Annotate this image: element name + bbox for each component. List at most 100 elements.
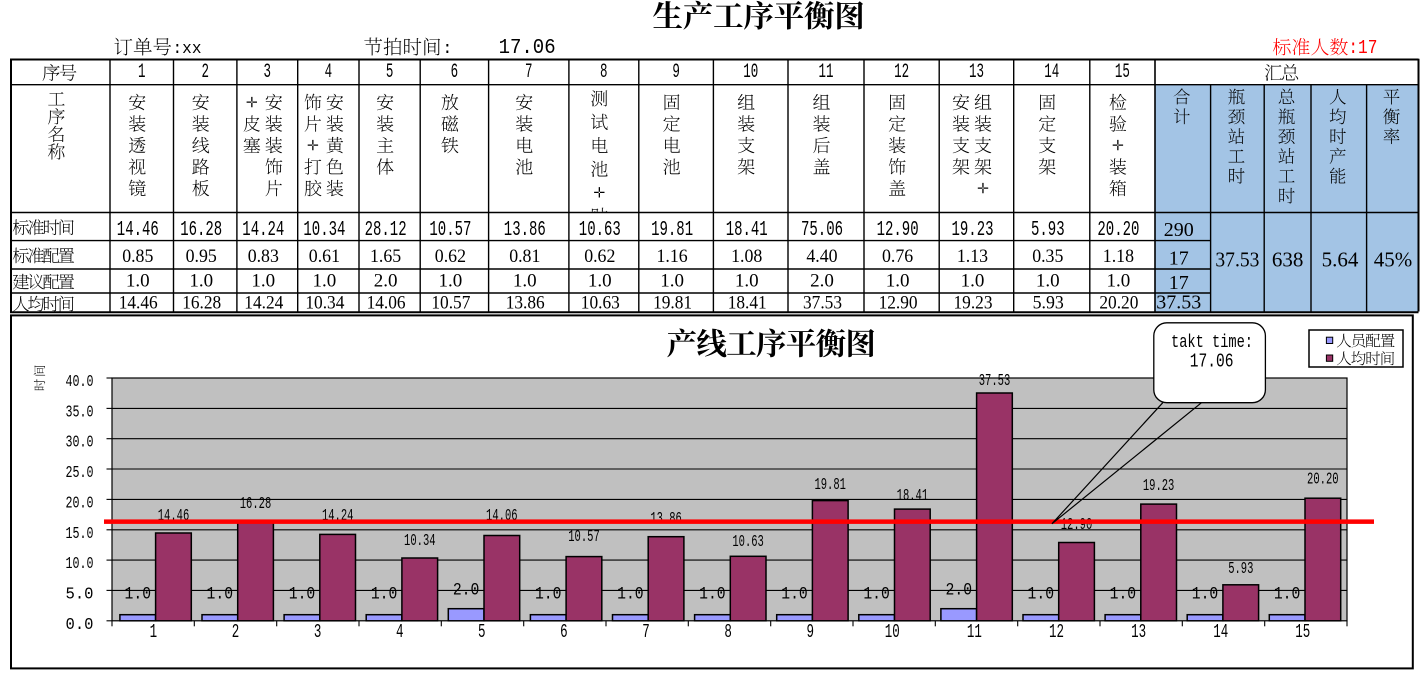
svg-text:10.34: 10.34 [303, 218, 345, 242]
svg-text:5.0: 5.0 [66, 585, 94, 604]
svg-text:12: 12 [894, 61, 909, 84]
svg-text:1.0: 1.0 [735, 271, 759, 292]
svg-text:4.40: 4.40 [806, 246, 837, 267]
svg-text:9: 9 [806, 621, 814, 643]
svg-text:1.0: 1.0 [1110, 585, 1137, 605]
svg-text:13: 13 [1131, 621, 1146, 643]
svg-text:11: 11 [819, 61, 834, 84]
svg-text:0.95: 0.95 [186, 246, 217, 267]
svg-text:18.41: 18.41 [728, 293, 767, 314]
svg-text:1.0: 1.0 [660, 271, 684, 292]
svg-text:2.0: 2.0 [374, 271, 398, 292]
svg-text:1.0: 1.0 [1036, 271, 1060, 292]
svg-text:17.06: 17.06 [499, 37, 556, 60]
svg-text:1.0: 1.0 [1028, 585, 1055, 605]
svg-text:1.0: 1.0 [535, 585, 562, 605]
svg-text:8: 8 [600, 61, 608, 84]
svg-text:1.18: 1.18 [1103, 246, 1134, 267]
svg-text:10.57: 10.57 [568, 528, 600, 547]
svg-text:1.0: 1.0 [1192, 585, 1219, 605]
svg-text:1.0: 1.0 [863, 585, 890, 605]
svg-text:10: 10 [885, 621, 900, 643]
svg-text:2.0: 2.0 [810, 271, 834, 292]
svg-text:12.90: 12.90 [877, 218, 919, 242]
svg-text:1.16: 1.16 [657, 246, 688, 267]
svg-text:6: 6 [451, 61, 459, 84]
svg-text:7: 7 [525, 61, 533, 84]
svg-text:4: 4 [325, 61, 333, 84]
svg-text:10.63: 10.63 [579, 218, 621, 242]
svg-text:0.81: 0.81 [509, 246, 540, 267]
svg-text:37.53: 37.53 [979, 372, 1011, 391]
svg-text:18.41: 18.41 [726, 218, 768, 242]
svg-text:17: 17 [1169, 248, 1189, 270]
svg-text:19.81: 19.81 [653, 293, 692, 314]
svg-text:1.0: 1.0 [781, 585, 808, 605]
svg-text:10.34: 10.34 [305, 293, 344, 314]
svg-text:1.0: 1.0 [588, 271, 612, 292]
svg-text:30.0: 30.0 [66, 434, 94, 453]
svg-text:15.0: 15.0 [66, 525, 94, 544]
svg-text:290: 290 [1164, 219, 1194, 241]
svg-text:1.0: 1.0 [886, 271, 910, 292]
svg-text:1: 1 [138, 61, 146, 84]
svg-text:5.93: 5.93 [1033, 293, 1064, 314]
svg-text:0.83: 0.83 [248, 246, 279, 267]
svg-text:1.0: 1.0 [207, 585, 234, 605]
svg-text:2: 2 [232, 621, 240, 643]
svg-text:10.57: 10.57 [431, 293, 470, 314]
svg-text:5: 5 [478, 621, 486, 643]
svg-text:1.0: 1.0 [189, 271, 213, 292]
svg-text:15: 15 [1295, 621, 1310, 643]
svg-text:13.86: 13.86 [506, 293, 545, 314]
svg-text:25.0: 25.0 [66, 464, 94, 483]
svg-text:1.0: 1.0 [617, 585, 644, 605]
svg-text:75.06: 75.06 [801, 218, 843, 242]
svg-text:0.62: 0.62 [435, 246, 466, 267]
svg-text:1.0: 1.0 [251, 271, 275, 292]
svg-text:5: 5 [386, 61, 394, 84]
svg-text:2.0: 2.0 [453, 581, 480, 601]
svg-text:7: 7 [642, 621, 650, 643]
svg-text:5.64: 5.64 [1322, 248, 1359, 272]
svg-text:14.46: 14.46 [119, 293, 158, 314]
svg-text:14.06: 14.06 [367, 293, 406, 314]
svg-text:1.0: 1.0 [513, 271, 537, 292]
svg-text:3: 3 [264, 61, 272, 84]
svg-text:19.81: 19.81 [651, 218, 693, 242]
svg-text:28.12: 28.12 [365, 218, 407, 242]
svg-text::xx: :xx [173, 39, 202, 58]
svg-text:1.0: 1.0 [126, 271, 150, 292]
svg-text:19.23: 19.23 [952, 218, 994, 242]
svg-text:1.65: 1.65 [370, 246, 401, 267]
svg-text:15: 15 [1115, 61, 1130, 84]
svg-text:1.13: 1.13 [957, 246, 988, 267]
svg-text:0.61: 0.61 [309, 246, 340, 267]
svg-text:5.93: 5.93 [1031, 218, 1065, 242]
svg-text:1.0: 1.0 [289, 585, 316, 605]
svg-text:6: 6 [560, 621, 568, 643]
svg-text:12.90: 12.90 [1061, 516, 1093, 535]
svg-text:37.53: 37.53 [803, 293, 842, 314]
svg-text:1.0: 1.0 [699, 585, 726, 605]
svg-text:12: 12 [1049, 621, 1064, 643]
svg-text:14.46: 14.46 [117, 218, 159, 242]
svg-text:1.0: 1.0 [961, 271, 985, 292]
svg-text:16.28: 16.28 [240, 495, 272, 514]
svg-text:10.63: 10.63 [732, 533, 764, 552]
svg-text:0.35: 0.35 [1032, 246, 1063, 267]
svg-text:1.0: 1.0 [1107, 271, 1131, 292]
svg-text:16.28: 16.28 [180, 218, 222, 242]
svg-text:19.23: 19.23 [1143, 477, 1175, 496]
svg-text:14.24: 14.24 [244, 293, 283, 314]
svg-text:1: 1 [150, 621, 158, 643]
svg-text:10.0: 10.0 [66, 555, 94, 574]
svg-text:40.0: 40.0 [66, 373, 94, 392]
svg-text:20.20: 20.20 [1099, 293, 1138, 314]
svg-text:37.53: 37.53 [1215, 248, 1259, 272]
svg-text:17.06: 17.06 [1190, 351, 1234, 373]
svg-text:8: 8 [724, 621, 732, 643]
svg-text:35.0: 35.0 [66, 403, 94, 422]
svg-text:20.20: 20.20 [1097, 218, 1139, 242]
svg-text::: : [442, 40, 452, 59]
